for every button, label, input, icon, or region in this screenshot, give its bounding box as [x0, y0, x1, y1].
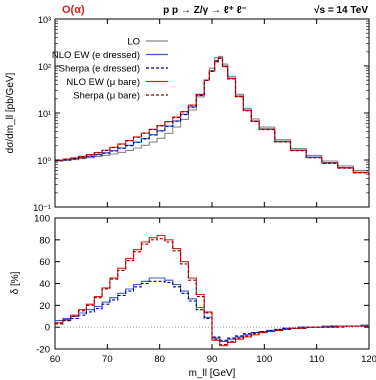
legend-label-3: NLO EW (μ bare) [66, 77, 140, 88]
upper-y-tick-label: 10³ [38, 15, 51, 25]
lower-y-ticks: -20 0 20 40 60 80 100 [34, 214, 369, 356]
legend-label-4: Sherpa (μ bare) [73, 91, 140, 102]
legend-label-1: NLO EW (e dressed) [52, 50, 140, 61]
x-tick-label: 90 [207, 354, 218, 365]
ratio-line-3 [55, 238, 369, 346]
upper-y-tick-label: 10¹ [38, 109, 51, 119]
lower-curves [55, 234, 369, 347]
x-tick-label: 100 [256, 354, 272, 365]
series-line-3 [55, 57, 370, 178]
chart-title: p p → Z/γ → ℓ⁺ ℓ⁻ [163, 5, 247, 16]
legend-label-0: LO [127, 37, 140, 48]
x-tick-label: 80 [154, 354, 165, 365]
upper-plot-frame [54, 18, 370, 208]
upper-y-tick-label: 10⁻¹ [33, 203, 51, 213]
x-tick-label: 60 [50, 354, 61, 365]
x-ticks: 60 70 80 90 100 110 120 [50, 218, 376, 365]
x-tick-label: 120 [361, 354, 376, 365]
upper-y-tick-label: 10² [38, 62, 51, 72]
energy-label: √s = 14 TeV [314, 5, 368, 16]
x-tick-label: 70 [102, 354, 113, 365]
legend-label-2: Sherpa (e dressed) [59, 64, 140, 75]
upper-y-ticks: 10⁻¹ 10⁰ 10¹ 10² 10³ [33, 15, 370, 213]
lower-y-tick-label: 80 [39, 235, 50, 246]
x-tick-label: 110 [309, 354, 324, 365]
lower-y-tick-label: 60 [39, 257, 50, 268]
lower-y-tick-label: -20 [36, 345, 50, 356]
lower-y-tick-label: 40 [39, 279, 50, 290]
upper-y-tick-label: 10⁰ [37, 156, 51, 166]
legend: LO NLO EW (e dressed) Sherpa (e dressed) NL… [52, 37, 168, 102]
lower-y-tick-label: 100 [34, 214, 50, 225]
upper-curves [55, 55, 370, 178]
lower-y-tick-label: 0 [45, 323, 50, 334]
series-line-4 [55, 57, 370, 178]
lower-y-tick-label: 20 [39, 301, 50, 312]
series-line-0 [55, 55, 370, 175]
order-label: O(α) [62, 4, 85, 16]
upper-y-axis-label: dσ/dm_ll [pb/GeV] [5, 72, 16, 153]
lower-y-axis-label: δ [%] [10, 271, 21, 294]
x-axis-label: m_ll [GeV] [189, 368, 236, 379]
